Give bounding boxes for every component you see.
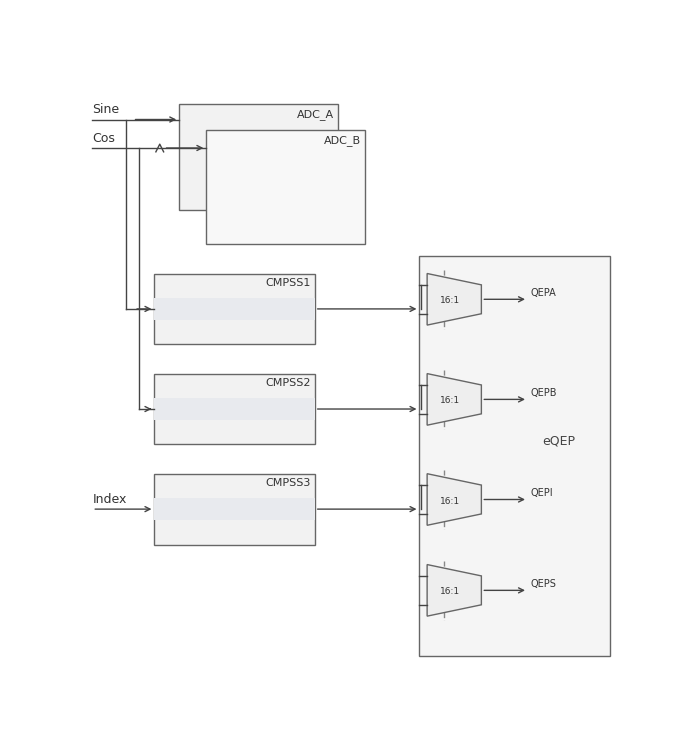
Text: CMPSS1: CMPSS1 [265, 278, 311, 288]
Bar [154, 299, 315, 320]
Bar [154, 374, 315, 444]
Text: QEPI: QEPI [531, 488, 553, 498]
Text: Sine: Sine [92, 104, 119, 117]
Polygon shape [427, 565, 482, 616]
Text: 16:1: 16:1 [440, 587, 460, 596]
Bar [154, 274, 315, 344]
Polygon shape [427, 274, 482, 325]
Text: QEPB: QEPB [531, 388, 557, 398]
Text: CMPSS2: CMPSS2 [265, 378, 311, 388]
Polygon shape [427, 374, 482, 425]
Bar [154, 474, 315, 544]
Text: Cos: Cos [92, 132, 115, 145]
Text: Index: Index [92, 493, 127, 506]
Text: ADC_B: ADC_B [324, 135, 361, 146]
Text: QEPS: QEPS [531, 579, 556, 589]
Bar [154, 399, 315, 420]
Text: QEPA: QEPA [531, 288, 556, 298]
Text: 16:1: 16:1 [440, 496, 460, 505]
Bar [179, 104, 338, 210]
Bar [206, 130, 365, 244]
Text: 16:1: 16:1 [440, 296, 460, 305]
Bar [154, 499, 315, 520]
Polygon shape [427, 474, 482, 526]
Text: 16:1: 16:1 [440, 396, 460, 405]
Text: eQEP: eQEP [542, 434, 575, 447]
Text: ADC_A: ADC_A [297, 109, 334, 120]
Bar [420, 256, 610, 656]
Text: CMPSS3: CMPSS3 [265, 478, 311, 488]
